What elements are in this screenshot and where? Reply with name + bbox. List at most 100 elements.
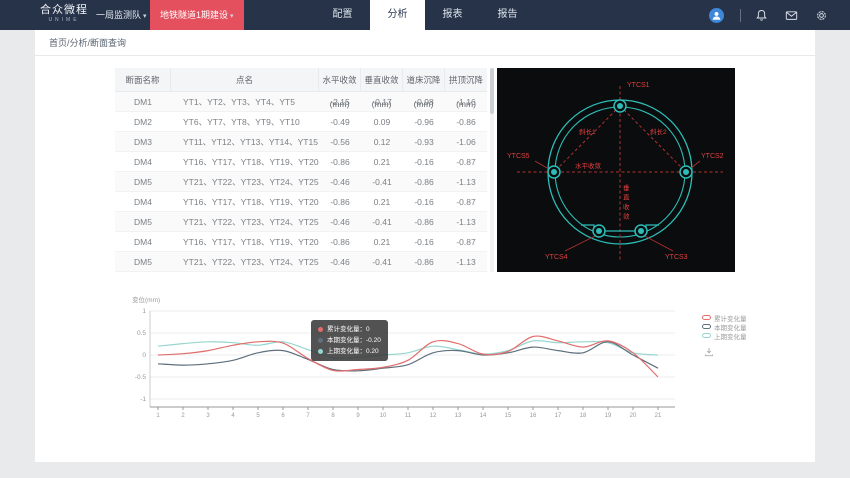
legend-item[interactable]: 本期变化量	[702, 322, 747, 332]
column-header: 点名	[171, 67, 319, 92]
y-axis-label: 变位(mm)	[132, 295, 160, 304]
legend-marker-icon	[702, 315, 711, 320]
content-card: 首页/分析/断面查询 断面名称 点名 水平收敛(mm) 垂直收敛(mm) 道床沉降(mm…	[35, 30, 815, 462]
tooltip-row: 本期变化量：-0.20	[318, 335, 381, 346]
series-line-本期变化量[interactable]	[157, 341, 659, 372]
table-cell: YT16、YT17、YT18、YT19、YT20	[183, 196, 319, 207]
x-tick-label: 17	[555, 413, 562, 419]
tooltip-series-dot-icon	[318, 327, 323, 332]
nav-item-报告[interactable]: 报告	[497, 9, 518, 20]
table-row[interactable]: DM5 YT21、YT22、YT23、YT24、YT25 -0.46 -0.41 -0.…	[115, 172, 487, 192]
project-dropdown[interactable]: 地铁隧道1期建设 ▾	[150, 0, 244, 30]
series-line-累计变化量[interactable]	[157, 335, 659, 378]
table-cell: DM5	[134, 216, 152, 227]
x-tick-label: 11	[405, 413, 412, 419]
trend-chart[interactable]: 10.50-0.5-1变位(mm)1 2 3 4 5 6 7 8 9 10 11 12 13 14 15 16…	[130, 292, 750, 432]
table-row[interactable]: DM2 YT6、YT7、YT8、YT9、YT10 -0.49 0.09 -0.96 -0.…	[115, 112, 487, 132]
table-cell: DM5	[134, 176, 152, 187]
table-cell: YT21、YT22、YT23、YT24、YT25	[183, 176, 319, 187]
legend-label: 累计变化量	[714, 315, 747, 323]
nav-item-分析[interactable]: 分析	[370, 0, 425, 30]
table-row[interactable]: DM4 YT16、YT17、YT18、YT19、YT20 -0.86 0.21 -0.1…	[115, 152, 487, 172]
column-header: 垂直收敛(mm)	[361, 67, 403, 109]
tooltip-row: 累计变化量：0	[318, 324, 381, 335]
legend-marker-icon	[702, 333, 711, 338]
table-cell: -0.86	[330, 236, 350, 247]
point-label-top: YTCS1	[627, 82, 650, 89]
table-cell: DM4	[134, 236, 152, 247]
table-body: DM1 YT1、YT2、YT3、YT4、YT5 -2.15 -0.17 -0.98 -1.…	[115, 92, 487, 272]
x-tick-label: 14	[480, 413, 487, 419]
point-label-bottom-left: YTCS4	[545, 254, 568, 261]
tunnel-diagram: YTCS1 YTCS5 YTCS2 YTCS4 YTCS3 水平收敛 斜长1 斜…	[497, 68, 735, 272]
table-cell: YT16、YT17、YT18、YT19、YT20	[183, 236, 319, 247]
label-vertical-convergence: 垂直收敛	[623, 183, 630, 221]
legend-label: 上期变化量	[714, 333, 747, 341]
table-cell: -0.16	[414, 156, 434, 167]
table-row[interactable]: DM4 YT16、YT17、YT18、YT19、YT20 -0.86 0.21 -0.1…	[115, 232, 487, 252]
table-cell: -2.15	[330, 96, 350, 107]
tooltip-series-dot-icon	[318, 338, 323, 343]
gear-icon[interactable]	[815, 9, 828, 22]
chevron-down-icon: ▾	[143, 13, 147, 20]
table-cell: -1.06	[456, 136, 476, 147]
project-dropdown-label: 地铁隧道1期建设	[160, 10, 229, 20]
table-row[interactable]: DM3 YT11、YT12、YT13、YT14、YT15 -0.56 0.12 -0.9…	[115, 132, 487, 152]
table-cell: -0.87	[456, 196, 476, 207]
save-image-icon[interactable]	[704, 347, 714, 357]
monitoring-points	[547, 99, 693, 238]
scrollbar-thumb[interactable]	[490, 68, 494, 114]
column-header: 拱顶沉降(mm)	[448, 74, 483, 109]
team-dropdown[interactable]: 一局监测队 ▾	[96, 0, 147, 30]
legend-item[interactable]: 上期变化量	[702, 331, 747, 341]
x-tick-label: 9	[356, 413, 360, 419]
table-cell: -0.87	[456, 236, 476, 247]
point-right	[679, 165, 693, 179]
table-cell: -0.41	[372, 256, 392, 267]
x-tick-label: 6	[281, 413, 285, 419]
table-cell: DM4	[134, 196, 152, 207]
x-tick-label: 20	[630, 413, 637, 419]
x-tick-label: 1	[156, 413, 160, 419]
bell-icon[interactable]	[755, 9, 768, 22]
x-tick-label: 12	[430, 413, 437, 419]
x-tick-label: 13	[455, 413, 462, 419]
table-row[interactable]: DM1 YT1、YT2、YT3、YT4、YT5 -2.15 -0.17 -0.98 -1.…	[115, 92, 487, 112]
table-cell: YT11、YT12、YT13、YT14、YT15	[183, 136, 318, 147]
person-icon	[712, 11, 721, 20]
mail-icon[interactable]	[785, 9, 798, 22]
x-tick-label: 18	[580, 413, 587, 419]
table-cell: YT6、YT7、YT8、YT9、YT10	[183, 116, 300, 127]
table-cell: -0.86	[414, 216, 434, 227]
y-tick-label: -1	[140, 396, 146, 403]
table-cell: -0.16	[414, 236, 434, 247]
section-table: 断面名称 点名 水平收敛(mm) 垂直收敛(mm) 道床沉降(mm) 拱顶沉降(mm) D…	[115, 67, 487, 272]
table-row[interactable]: DM5 YT21、YT22、YT23、YT24、YT25 -0.46 -0.41 -0.…	[115, 252, 487, 272]
table-cell: DM3	[134, 136, 152, 147]
logo-title: 合众微程	[40, 4, 88, 16]
x-tick-label: 10	[380, 413, 387, 419]
track-bed-line	[581, 224, 659, 232]
table-cell: -0.17	[372, 96, 392, 107]
table-scrollbar[interactable]	[490, 68, 494, 272]
breadcrumb: 首页/分析/断面查询	[35, 30, 815, 56]
table-cell: -0.86	[456, 116, 476, 127]
table-row[interactable]: DM5 YT21、YT22、YT23、YT24、YT25 -0.46 -0.41 -0.…	[115, 212, 487, 232]
table-cell: -0.86	[330, 156, 350, 167]
table-cell: 0.12	[373, 136, 391, 147]
column-header: 道床沉降(mm)	[403, 67, 445, 109]
x-tick-label: 19	[605, 413, 612, 419]
app-logo[interactable]: 合众微程 UNIME	[36, 4, 92, 23]
nav-item-报表[interactable]: 报表	[442, 9, 463, 20]
x-tick-label: 4	[231, 413, 235, 419]
table-row[interactable]: DM4 YT16、YT17、YT18、YT19、YT20 -0.86 0.21 -0.1…	[115, 192, 487, 212]
nav-item-配置[interactable]: 配置	[332, 9, 353, 20]
y-tick-label: 1	[142, 308, 146, 315]
point-label-left: YTCS5	[507, 153, 530, 160]
table-cell: -0.98	[414, 96, 434, 107]
table-cell: YT21、YT22、YT23、YT24、YT25	[183, 256, 319, 267]
legend-item[interactable]: 累计变化量	[702, 313, 747, 323]
user-avatar[interactable]	[709, 7, 724, 23]
top-navbar: 合众微程 UNIME 一局监测队 ▾ 地铁隧道1期建设 ▾ 配置 分析 报表 报告	[0, 0, 850, 30]
table-cell: YT16、YT17、YT18、YT19、YT20	[183, 156, 319, 167]
